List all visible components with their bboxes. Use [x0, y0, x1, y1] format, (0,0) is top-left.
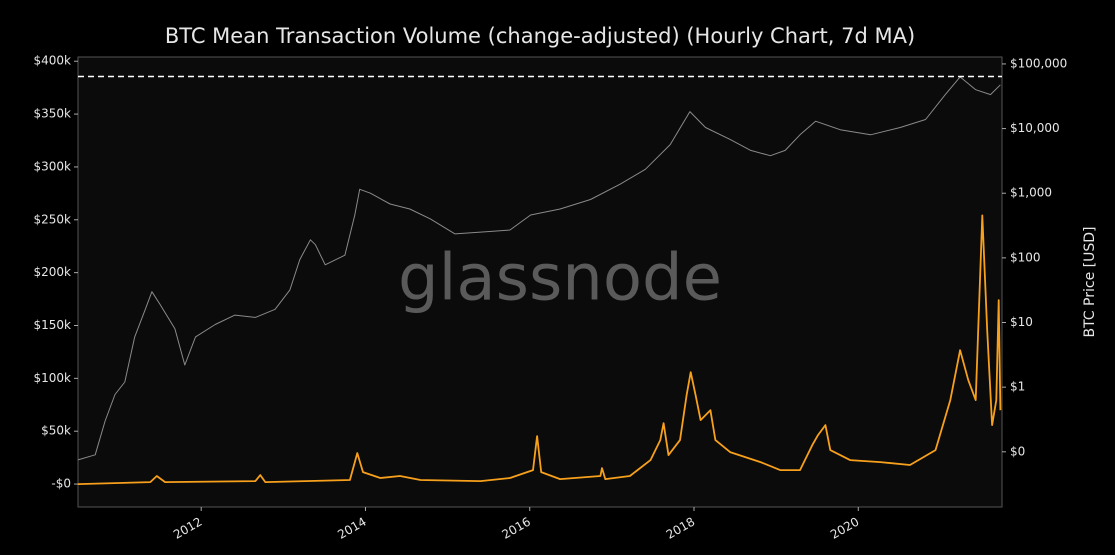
y-tick-label: $200k: [34, 265, 72, 279]
y2-tick-label: $100,000: [1010, 56, 1067, 70]
x-tick-label: 2016: [500, 515, 533, 542]
series-line: [77, 214, 1002, 485]
y-tick-label: $250k: [34, 212, 72, 226]
y-tick-label: -$0: [51, 477, 71, 491]
y2-tick-label: $0: [1010, 444, 1025, 458]
y2-tick-label: $10: [1010, 315, 1033, 329]
y-tick-label: $300k: [34, 159, 72, 173]
x-tick-label: 2018: [664, 515, 697, 542]
y2-tick-label: $1: [1010, 380, 1025, 394]
plot-area: [77, 56, 1003, 508]
y2-tick-label: $1,000: [1010, 186, 1052, 200]
y-tick-label: $100k: [34, 371, 72, 385]
x-tick-label: 2014: [335, 515, 368, 542]
watermark: glassnode: [398, 242, 722, 316]
y-tick-label: $350k: [34, 107, 72, 121]
y2-axis-label: BTC Price [USD]: [1082, 226, 1098, 337]
chart-title: BTC Mean Transaction Volume (change-adju…: [165, 24, 915, 48]
y-tick-label: $400k: [34, 54, 72, 68]
y-tick-label: $50k: [41, 424, 71, 438]
y-tick-label: $150k: [34, 318, 72, 332]
x-tick-label: 2012: [171, 515, 204, 542]
x-tick-label: 2020: [828, 515, 861, 542]
y2-tick-label: $10,000: [1010, 121, 1060, 135]
series-line: [77, 76, 1001, 461]
y2-tick-label: $100: [1010, 250, 1041, 264]
